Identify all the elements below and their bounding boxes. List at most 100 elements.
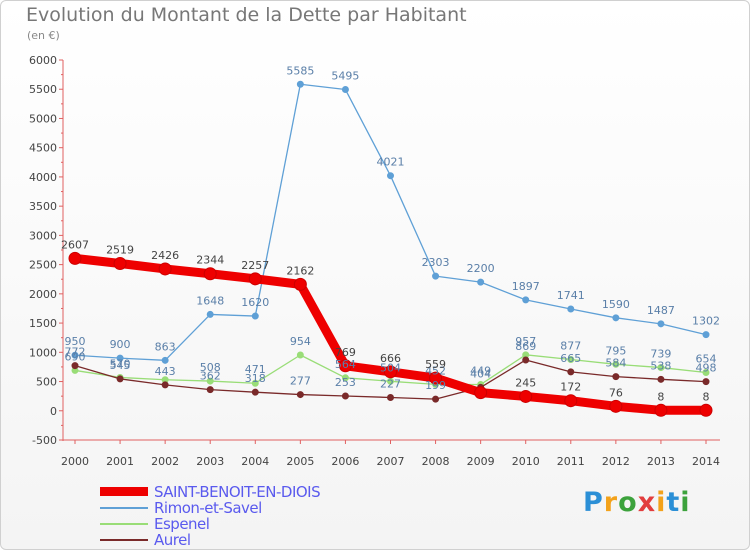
data-label: 508 xyxy=(200,361,221,374)
data-point xyxy=(341,392,349,400)
data-label: 538 xyxy=(650,359,671,372)
data-point xyxy=(609,399,623,413)
data-point xyxy=(432,272,440,280)
data-point xyxy=(68,251,82,265)
data-point xyxy=(702,378,710,386)
y-tick-label: 4500 xyxy=(29,142,57,155)
data-point xyxy=(654,403,668,417)
y-tick-label: 2000 xyxy=(29,288,57,301)
data-label: 504 xyxy=(380,361,401,374)
data-label: 2344 xyxy=(196,254,224,267)
data-label: 2426 xyxy=(151,249,179,262)
data-label: 2257 xyxy=(241,259,269,272)
x-tick-label: 2005 xyxy=(286,455,314,468)
data-label: 545 xyxy=(110,359,131,372)
data-label: 76 xyxy=(609,386,623,399)
data-label: 404 xyxy=(470,367,491,380)
data-label: 8 xyxy=(703,390,710,403)
data-point xyxy=(657,364,665,372)
legend-label: SAINT-BENOIT-EN-DIOIS xyxy=(154,483,321,501)
data-point xyxy=(387,172,394,180)
data-label: 277 xyxy=(290,375,311,388)
data-point xyxy=(116,375,124,383)
data-label: 1620 xyxy=(241,296,269,309)
x-tick-label: 2011 xyxy=(557,455,585,468)
x-tick-label: 2012 xyxy=(602,455,630,468)
y-tick-label: 2500 xyxy=(29,259,57,272)
data-point xyxy=(702,369,710,377)
data-label: 2303 xyxy=(422,256,450,269)
data-label: 665 xyxy=(560,352,581,365)
data-label: 2200 xyxy=(467,262,495,275)
data-point xyxy=(429,371,443,385)
data-label: 4021 xyxy=(377,156,405,169)
data-point xyxy=(251,312,259,320)
data-point xyxy=(251,379,259,387)
data-label: 443 xyxy=(155,365,176,378)
chart-subtitle: (en €) xyxy=(27,29,60,42)
data-point xyxy=(251,388,259,396)
data-point xyxy=(432,395,440,403)
data-point xyxy=(612,373,620,381)
data-point xyxy=(387,393,394,401)
legend-swatch xyxy=(100,523,148,525)
data-point xyxy=(341,374,349,382)
data-point xyxy=(564,394,578,408)
data-point xyxy=(567,355,575,363)
data-label: 654 xyxy=(696,353,717,366)
data-label: 471 xyxy=(245,363,266,376)
data-point xyxy=(567,305,575,313)
y-tick-label: 0 xyxy=(50,405,57,418)
data-point xyxy=(474,386,488,400)
data-label: 1648 xyxy=(196,294,224,307)
data-point xyxy=(384,365,397,379)
data-point xyxy=(612,360,620,368)
data-point xyxy=(477,278,485,286)
data-point xyxy=(293,277,307,291)
data-label: 1590 xyxy=(602,298,630,311)
y-tick-label: -500 xyxy=(32,434,57,447)
y-tick-label: 1000 xyxy=(29,346,57,359)
data-label: 1897 xyxy=(512,280,540,293)
data-point xyxy=(296,351,304,359)
data-label: 452 xyxy=(425,364,446,377)
data-label: 863 xyxy=(155,340,176,353)
data-label: 318 xyxy=(245,372,266,385)
legend-label: Rimon-et-Savel xyxy=(154,499,262,517)
data-label: 900 xyxy=(110,338,131,351)
data-point xyxy=(161,356,169,364)
data-label: 1487 xyxy=(647,304,675,317)
x-tick-label: 2003 xyxy=(196,455,224,468)
data-label: 2162 xyxy=(286,264,314,277)
data-label: 584 xyxy=(605,357,626,370)
brand-logo: Proxiti xyxy=(583,487,691,518)
data-point xyxy=(113,257,127,271)
data-label: 690 xyxy=(65,350,86,363)
data-label: 362 xyxy=(200,370,221,383)
x-tick-label: 2009 xyxy=(467,455,495,468)
x-tick-label: 2014 xyxy=(692,455,720,468)
data-point xyxy=(161,381,169,389)
data-label: 245 xyxy=(515,376,536,389)
data-label: 1302 xyxy=(692,315,720,328)
legend-label: Espenel xyxy=(154,515,210,533)
data-label: 172 xyxy=(560,381,581,394)
data-label: 772 xyxy=(65,346,86,359)
data-point xyxy=(657,320,665,328)
y-tick-label: 3000 xyxy=(29,229,57,242)
y-tick-label: 6000 xyxy=(29,54,57,67)
data-label: 5585 xyxy=(286,64,314,77)
x-tick-label: 2000 xyxy=(61,455,89,468)
x-tick-label: 2001 xyxy=(106,455,134,468)
data-label: 769 xyxy=(335,346,356,359)
data-point xyxy=(522,356,530,364)
series-line xyxy=(74,83,707,361)
legend-swatch xyxy=(100,539,148,541)
data-label: 5495 xyxy=(331,70,359,83)
data-label: 666 xyxy=(380,352,401,365)
data-point xyxy=(248,272,262,286)
data-point xyxy=(206,377,214,385)
data-point xyxy=(567,368,575,376)
x-tick-label: 2002 xyxy=(151,455,179,468)
legend-swatch xyxy=(100,507,148,509)
